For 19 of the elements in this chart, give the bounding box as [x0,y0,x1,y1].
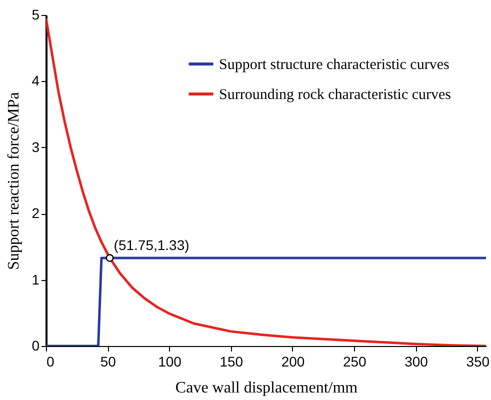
x-tick-label: 150 [220,354,244,370]
x-axis-title: Cave wall displacement/mm [175,380,358,396]
y-tick-label: 3 [32,138,40,155]
annotation: (51.75,1.33) [114,236,190,253]
x-tick-label: 50 [100,354,116,370]
x-tick-label: 0 [46,354,54,370]
y-tick-label: 0 [32,338,40,354]
y-tick-label: 2 [32,205,40,222]
legend-label: Support structure characteristic curves [219,57,450,73]
x-tick-label: 200 [281,354,305,370]
x-tick-label: 250 [342,354,367,370]
y-axis-title: Support reaction force/MPa [6,92,23,270]
x-tick-label: 300 [404,354,428,370]
x-tick-label: 350 [466,354,490,370]
y-tick-label: 4 [32,72,40,89]
y-tick-label: 5 [32,6,40,22]
legend-label: Surrounding rock characteristic curves [219,87,452,103]
y-tick-label: 1 [32,271,40,288]
x-tick-label: 100 [158,354,182,370]
